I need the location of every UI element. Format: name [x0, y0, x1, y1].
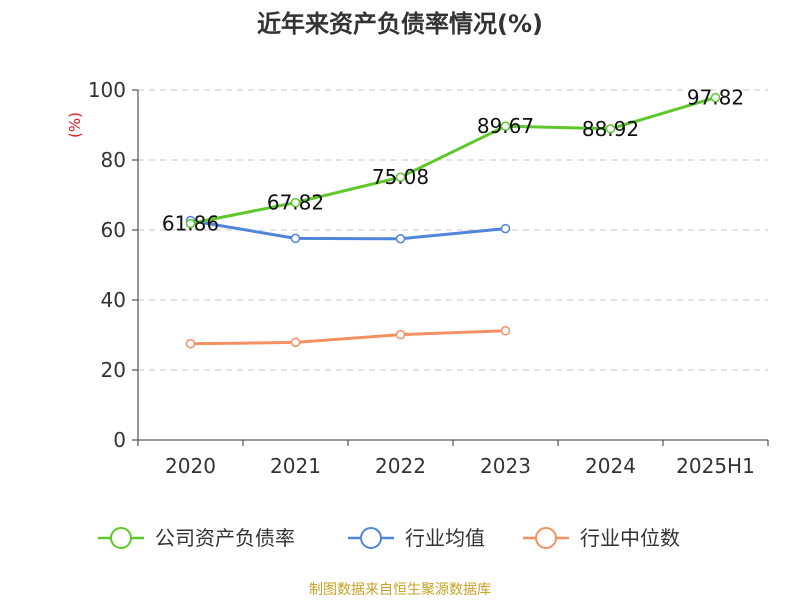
data-point	[710, 92, 721, 103]
x-tick-label: 2024	[585, 454, 636, 478]
data-label: 75.08	[372, 165, 429, 189]
data-point	[395, 329, 406, 340]
legend-marker	[110, 527, 132, 549]
x-tick-label: 2023	[480, 454, 531, 478]
data-label: 97.82	[687, 86, 744, 110]
y-axis-unit: (%)	[66, 112, 84, 138]
legend-marker	[360, 527, 382, 549]
legend[interactable]: 公司资产负债率 行业均值 行业中位数	[98, 526, 680, 550]
x-tick-label: 2025H1	[676, 454, 755, 478]
data-point	[290, 233, 301, 244]
y-tick-label: 60	[101, 218, 126, 242]
x-tick-label: 2021	[270, 454, 321, 478]
chart-title: 近年来资产负债率情况(%)	[257, 10, 543, 38]
legend-item[interactable]: 公司资产负债率	[98, 526, 295, 550]
legend-marker	[535, 527, 557, 549]
y-tick-label: 0	[113, 428, 126, 452]
y-tick-label: 20	[101, 358, 126, 382]
data-labels: 61.86 67.82 75.08 89.67 88.92 97.82	[162, 86, 744, 236]
data-point	[500, 223, 511, 234]
legend-label: 行业中位数	[580, 526, 680, 550]
data-point	[185, 339, 196, 349]
x-tick-label: 2020	[165, 454, 216, 478]
gridlines	[138, 89, 768, 371]
series-line	[190, 96, 716, 225]
source-note: 制图数据来自恒生聚源数据库	[309, 582, 491, 598]
data-point	[500, 326, 511, 336]
series-lines	[185, 92, 721, 349]
data-label: 61.86	[162, 211, 219, 235]
x-tick-label: 2022	[375, 454, 426, 478]
legend-item[interactable]: 行业均值	[348, 526, 485, 550]
data-point	[290, 337, 301, 348]
y-axis-ticks: 0 20 40 60 80 100	[88, 78, 138, 452]
legend-label: 行业均值	[405, 526, 485, 550]
series-line	[190, 329, 506, 346]
legend-label: 公司资产负债率	[155, 526, 295, 550]
legend-item[interactable]: 行业中位数	[523, 526, 680, 550]
data-point	[605, 124, 616, 134]
axes	[137, 90, 768, 441]
data-point	[290, 197, 301, 208]
data-point	[395, 234, 406, 244]
y-tick-label: 80	[101, 148, 126, 172]
data-point	[395, 172, 406, 182]
y-tick-label: 100	[88, 78, 126, 102]
data-point	[500, 121, 511, 131]
data-label: 88.92	[582, 117, 639, 141]
data-label: 67.82	[267, 191, 324, 215]
data-label: 89.67	[477, 114, 534, 138]
y-tick-label: 40	[101, 288, 126, 312]
data-point	[185, 218, 196, 229]
series-line	[190, 219, 506, 241]
x-axis-ticks: 2020 2021 2022 2023 2024 2025H1	[137, 440, 769, 478]
